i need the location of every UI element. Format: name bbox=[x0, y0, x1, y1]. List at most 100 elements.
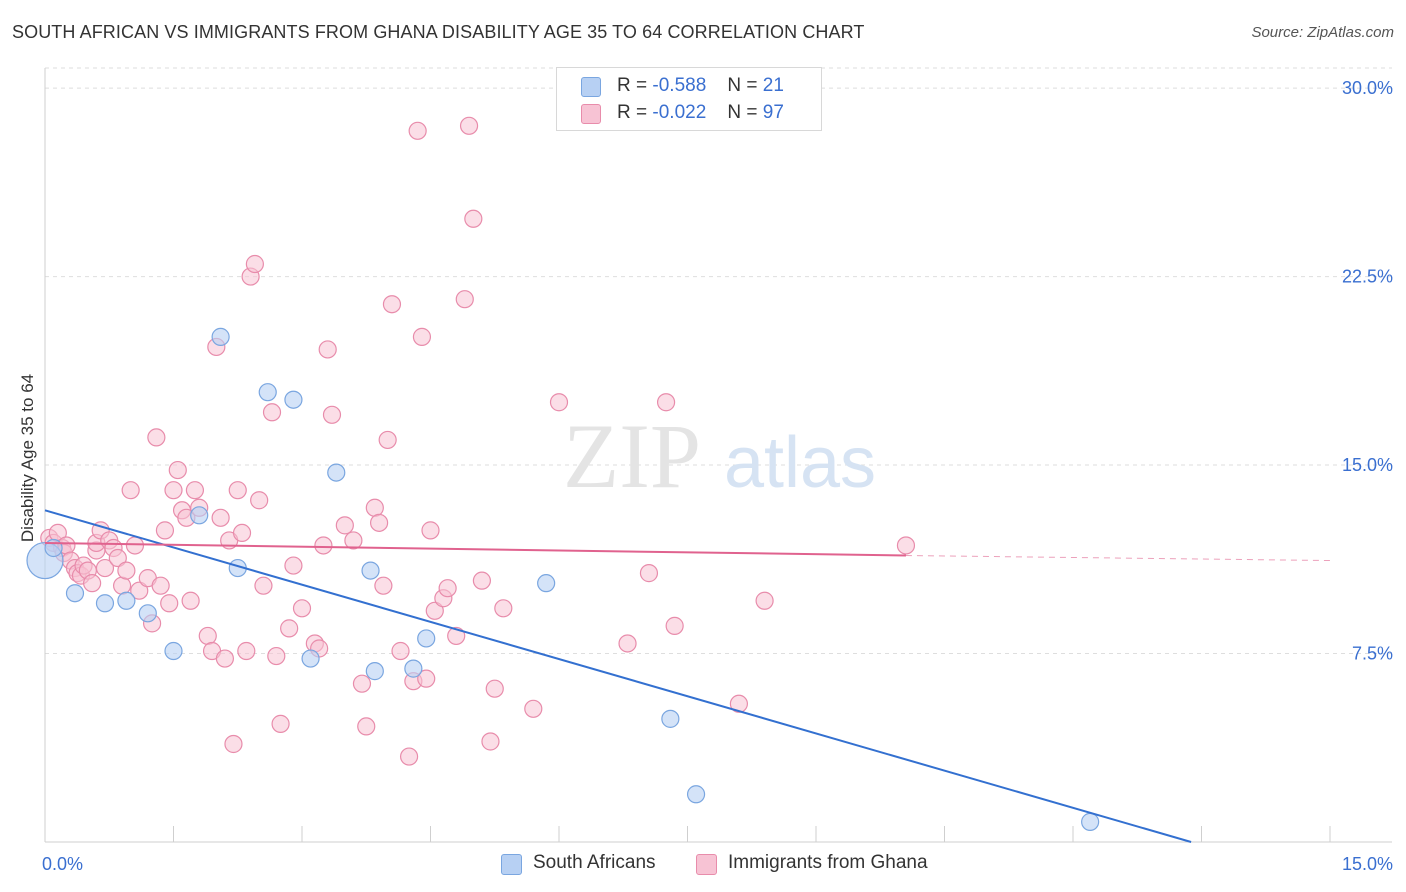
legend-n-label: N = bbox=[727, 75, 758, 96]
correlation-legend: R = -0.588 N = 21 R = -0.022 N = 97 bbox=[556, 67, 822, 131]
ghana-point bbox=[215, 649, 234, 668]
y-axis-label: Disability Age 35 to 64 bbox=[18, 373, 37, 543]
ghana-point bbox=[121, 481, 140, 500]
ghana-point bbox=[245, 254, 264, 274]
ghana-point bbox=[147, 428, 166, 447]
ghana-point bbox=[108, 548, 127, 568]
bottom-swatch-pink bbox=[696, 854, 717, 875]
south-african-point bbox=[661, 709, 680, 728]
ghana-point bbox=[447, 626, 466, 646]
ghana-trend-extension bbox=[905, 555, 1331, 562]
south-african-point bbox=[117, 591, 136, 610]
ghana-point bbox=[83, 574, 102, 593]
ghana-point bbox=[130, 581, 149, 600]
ghana-point bbox=[494, 599, 513, 618]
ghana-point bbox=[314, 536, 333, 555]
ghana-point bbox=[374, 576, 393, 595]
ghana-point bbox=[755, 591, 774, 610]
axes bbox=[44, 68, 1392, 843]
ghana-point bbox=[729, 694, 749, 713]
ghana-point bbox=[254, 576, 273, 595]
ghana-point bbox=[318, 340, 337, 359]
ghana-point bbox=[481, 732, 500, 751]
south-african-point bbox=[1081, 812, 1100, 831]
ghana-point bbox=[665, 616, 684, 635]
south-african-point bbox=[284, 390, 303, 409]
legend-r-value-blue: -0.588 bbox=[652, 75, 707, 96]
y-tick-label: 15.0% bbox=[1342, 455, 1393, 475]
south-african-point bbox=[686, 785, 706, 804]
ghana-point bbox=[335, 516, 354, 535]
y-tick-label: 22.5% bbox=[1342, 267, 1393, 287]
legend-r-label: R = bbox=[617, 102, 648, 123]
south-african-point bbox=[301, 649, 320, 668]
ghana-point bbox=[181, 591, 200, 610]
trend-lines bbox=[44, 509, 1331, 843]
ghana-point bbox=[224, 734, 243, 754]
bottom-legend-label-blue: South Africans bbox=[533, 852, 656, 873]
south-african-point bbox=[65, 584, 85, 603]
tick-labels: 7.5% 15.0% 22.5% 30.0% 0.0% 15.0% bbox=[42, 78, 1393, 874]
ghana-point bbox=[164, 481, 183, 500]
ghana-point bbox=[378, 430, 397, 450]
ghana-point bbox=[408, 121, 427, 140]
south-african-point bbox=[258, 383, 277, 402]
ghana-point bbox=[198, 626, 217, 646]
ghana-point bbox=[399, 747, 419, 766]
y-tick-label: 30.0% bbox=[1342, 78, 1393, 98]
south-african-point bbox=[404, 659, 423, 678]
ghana-trend-line bbox=[44, 541, 906, 557]
x-tick-label: 0.0% bbox=[42, 854, 83, 874]
grid-lines bbox=[45, 67, 1392, 655]
watermark-zip: ZIP bbox=[563, 405, 701, 507]
ghana-point bbox=[896, 536, 916, 555]
south-african-point bbox=[361, 561, 380, 580]
ghana-point bbox=[95, 558, 115, 578]
ghana-point bbox=[357, 717, 376, 736]
ghana-point bbox=[425, 601, 444, 620]
ghana-point bbox=[344, 531, 363, 550]
ghana-point bbox=[639, 564, 659, 583]
ghana-point bbox=[160, 594, 179, 613]
ghana-point bbox=[485, 679, 504, 698]
ghana-point bbox=[472, 571, 491, 590]
south-african-point bbox=[537, 574, 556, 593]
ghana-point bbox=[421, 521, 440, 540]
legend-swatch-pink bbox=[581, 104, 601, 124]
legend-r-value-pink: -0.022 bbox=[652, 102, 707, 123]
ghana-point bbox=[365, 498, 384, 517]
ghana-point bbox=[391, 641, 410, 661]
south-african-point bbox=[95, 594, 115, 613]
y-tick-label: 7.5% bbox=[1352, 644, 1393, 664]
ghana-point bbox=[455, 290, 474, 309]
ghana-point bbox=[211, 508, 230, 527]
ghana-point bbox=[464, 209, 483, 228]
south-african-point bbox=[365, 662, 384, 681]
south-african-point bbox=[190, 506, 209, 525]
ghana-point bbox=[370, 513, 389, 532]
ghana-point bbox=[185, 481, 205, 500]
ghana-point bbox=[232, 523, 252, 543]
ghana-point bbox=[262, 403, 282, 422]
ghana-point bbox=[322, 405, 342, 424]
ghana-point bbox=[438, 579, 457, 598]
ghana-point bbox=[228, 481, 247, 500]
ghana-point bbox=[292, 599, 312, 618]
watermark: ZIP atlas bbox=[563, 405, 876, 507]
ghana-point bbox=[412, 327, 432, 346]
ghana-point bbox=[280, 619, 299, 638]
legend-n-label: N = bbox=[727, 102, 758, 123]
bottom-swatch-blue bbox=[501, 854, 522, 875]
bottom-legend-label-pink: Immigrants from Ghana bbox=[728, 852, 928, 873]
south-african-point bbox=[164, 641, 183, 661]
ghana-point bbox=[125, 536, 145, 555]
ghana-point bbox=[168, 460, 187, 480]
ghana-point bbox=[524, 699, 543, 718]
ghana-point bbox=[250, 491, 269, 510]
ghana-point bbox=[237, 641, 256, 661]
south-african-point bbox=[327, 463, 346, 482]
ghana-point bbox=[417, 669, 436, 688]
watermark-atlas: atlas bbox=[724, 423, 876, 503]
legend-r-label: R = bbox=[617, 75, 648, 96]
south-african-point bbox=[417, 629, 436, 648]
